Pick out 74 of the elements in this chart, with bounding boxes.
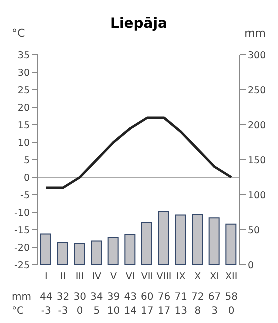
y-tick-label: -15 — [14, 225, 30, 236]
y-tick-label: -20 — [14, 242, 30, 254]
bar — [142, 222, 152, 265]
data-label: 10 — [107, 306, 120, 317]
bar — [57, 242, 68, 265]
data-label: 34 — [90, 292, 104, 303]
data-label: 32 — [56, 292, 70, 303]
data-label: 44 — [40, 292, 53, 303]
x-tick-label: X — [194, 272, 202, 283]
chart-title: Liepāja — [110, 16, 168, 32]
x-tick-label: XII — [226, 272, 238, 283]
y-tick-label: 30 — [18, 68, 30, 79]
data-label: 14 — [124, 306, 137, 317]
y-tick-label: 35 — [18, 50, 30, 62]
text: mm — [12, 292, 32, 303]
data-label: 67 — [208, 292, 222, 303]
y2-tick-label: 50 — [248, 225, 260, 236]
y2-tick-label: 0 — [248, 260, 254, 272]
line-series — [45, 116, 233, 190]
bar — [91, 240, 102, 265]
x-tick-label: VIII — [156, 272, 172, 283]
data-label: 5 — [94, 306, 100, 317]
y-tick-label: -10 — [14, 208, 30, 219]
data-label: 58 — [225, 292, 238, 303]
data-label: 76 — [158, 292, 171, 303]
y-tick-label: 0 — [24, 172, 30, 184]
bar — [192, 214, 203, 265]
y2-tick-label: 250 — [248, 85, 266, 96]
text: °C — [12, 306, 24, 317]
bar — [124, 234, 136, 265]
data-label: -3 — [58, 306, 68, 317]
x-tick-label: II — [60, 272, 66, 283]
y-tick-label: -5 — [20, 190, 30, 202]
y-tick-label: 15 — [18, 120, 30, 132]
x-tick-label: IV — [92, 272, 102, 283]
y2-tick-label: 100 — [248, 190, 266, 202]
data-label: 0 — [76, 306, 84, 317]
x-tick-label: IX — [176, 272, 186, 283]
data-label: 71 — [174, 292, 188, 303]
data-label: 0 — [228, 306, 235, 317]
data-label: 3 — [212, 306, 218, 317]
data-label: 72 — [192, 292, 204, 303]
data-label: 17 — [158, 306, 171, 317]
x-tick-label: V — [110, 272, 118, 283]
bar — [226, 224, 237, 265]
data-label: 43 — [124, 292, 137, 303]
y2-tick-label: 300 — [248, 50, 266, 62]
y2-tick-label: 200 — [248, 120, 266, 132]
bar — [74, 244, 86, 265]
data-label: 17 — [141, 306, 154, 317]
y-tick-label: 20 — [18, 102, 30, 114]
y-tick-label: 5 — [24, 155, 30, 166]
y2-axis-title: mm — [244, 27, 266, 40]
bar — [175, 214, 186, 265]
y-axis-title: °C — [12, 27, 26, 40]
x-tick-label: VI — [126, 272, 136, 283]
bar — [208, 218, 220, 265]
y-tick-label: 10 — [18, 138, 30, 149]
data-label: 30 — [74, 292, 86, 303]
x-tick-label: I — [45, 272, 48, 283]
y2-tick-label: 150 — [248, 155, 266, 166]
x-tick-label: XI — [210, 272, 220, 283]
x-tick-label: III — [76, 272, 84, 283]
x-tick-label: VII — [141, 272, 154, 283]
bar — [158, 211, 170, 265]
data-label: 39 — [107, 292, 120, 303]
y-tick-label: 25 — [18, 85, 30, 96]
data-label: 13 — [174, 306, 188, 317]
bar — [108, 237, 119, 265]
y-tick-label: -25 — [14, 260, 30, 272]
data-label: -3 — [41, 306, 52, 317]
data-label: 8 — [194, 306, 202, 317]
bar — [40, 234, 52, 265]
data-label: 60 — [141, 292, 154, 303]
